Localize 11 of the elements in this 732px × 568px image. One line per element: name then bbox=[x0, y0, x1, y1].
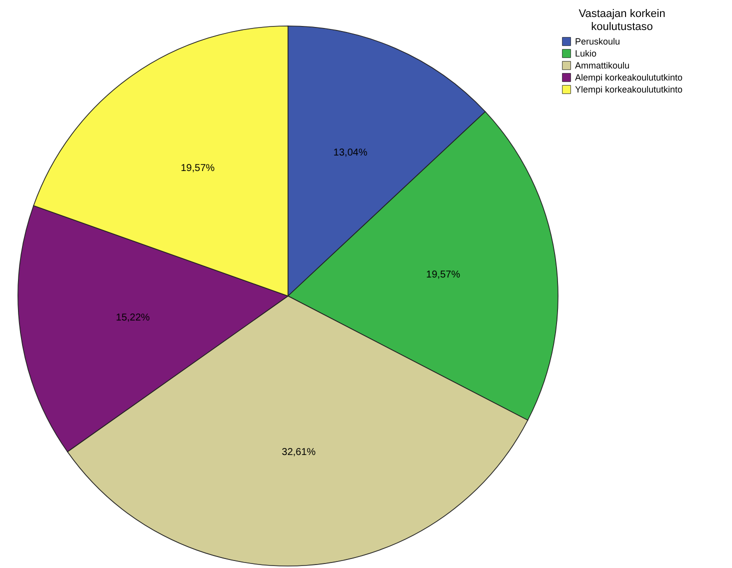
data-label: 19,57% bbox=[180, 163, 215, 174]
legend-label: Ylempi korkeakoulututkinto bbox=[575, 84, 683, 94]
legend-label: Lukio bbox=[575, 48, 597, 58]
legend-title: Vastaajan korkein koulutustaso bbox=[578, 8, 666, 33]
legend-label: Alempi korkeakoulututkinto bbox=[575, 72, 683, 82]
data-label: 32,61% bbox=[282, 447, 316, 458]
legend-label: Peruskoulu bbox=[575, 36, 620, 46]
data-label: 19,57% bbox=[426, 270, 460, 281]
data-label: 15,22% bbox=[116, 312, 150, 324]
legend-label: Ammattikoulu bbox=[575, 60, 630, 70]
data-label: 13,04% bbox=[333, 147, 368, 158]
